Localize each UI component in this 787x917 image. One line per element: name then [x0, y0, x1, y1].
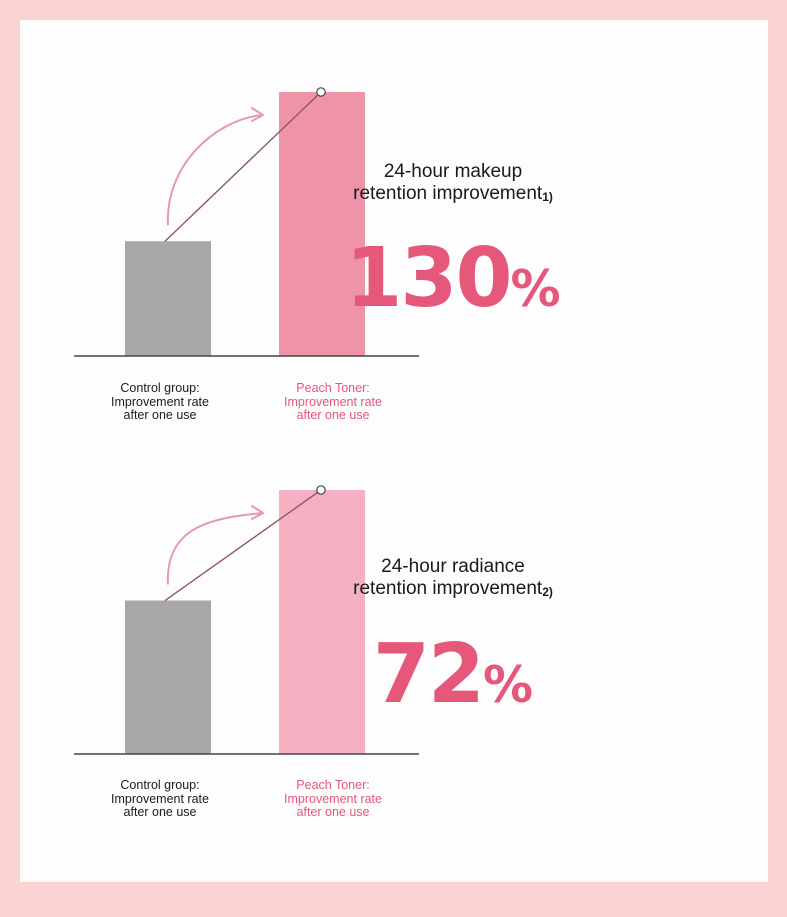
metric1-title-line1: 24-hour makeup — [383, 161, 523, 182]
chart2-marker — [316, 485, 326, 495]
metric2-title-line2: retention improvement2) — [303, 578, 603, 603]
chart2-category-control: Control group: Improvement rate after on… — [111, 778, 209, 819]
chart1-category-control: Control group: Improvement rate after on… — [111, 381, 209, 422]
metric2-number: 72 — [372, 627, 485, 722]
metric1-title-line2-text: retention improvement — [353, 183, 543, 204]
chart1-marker — [316, 87, 326, 97]
metric1-number: 130 — [345, 231, 512, 326]
metric1-title: 24-hour makeup retention improvement1) — [303, 161, 603, 208]
metric1-value: 130% — [303, 234, 603, 334]
chart2-category-toner: Peach Toner: Improvement rate after one … — [284, 778, 382, 819]
metric2-title: 24-hour radiance retention improvement2) — [303, 556, 603, 603]
metric2-title-line1: 24-hour radiance — [381, 556, 525, 577]
metric2-unit: % — [483, 656, 534, 714]
bar-charts — [74, 87, 419, 755]
metric1-footnote: 1) — [542, 190, 553, 204]
chart1-arrow-curve — [166, 114, 263, 226]
chart2-bar-toner — [279, 490, 365, 754]
chart2-trend-line — [164, 489, 322, 602]
metric2-footnote: 2) — [542, 585, 553, 599]
metric2-value: 72% — [303, 630, 603, 730]
chart1-bar-toner — [279, 92, 365, 356]
metric1-title-line2: retention improvement1) — [303, 183, 603, 208]
chart1-arrow-head — [251, 107, 264, 122]
chart1-category-toner: Peach Toner: Improvement rate after one … — [284, 381, 382, 422]
chart1-bar-control — [125, 241, 211, 356]
metric2-title-line2-text: retention improvement — [353, 578, 543, 599]
chart2-arrow-curve — [166, 512, 263, 585]
chart2-arrow-head — [251, 505, 264, 520]
metric1-unit: % — [510, 260, 561, 318]
infographic-card: Control group: Improvement rate after on… — [20, 20, 768, 882]
chart1-trend-line — [164, 91, 322, 242]
chart2-bar-control — [125, 600, 211, 754]
